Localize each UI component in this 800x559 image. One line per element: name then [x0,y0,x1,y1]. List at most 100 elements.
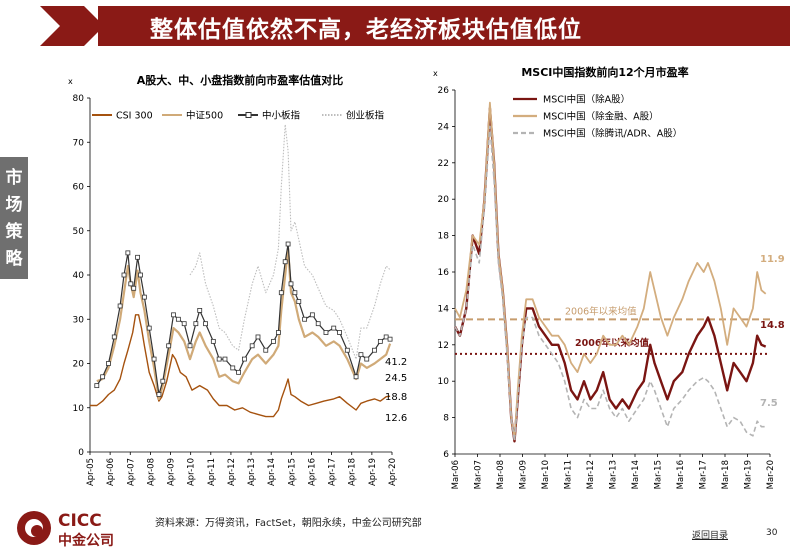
series-marker [128,281,134,287]
y-tick-label: 50 [73,227,85,237]
series-marker [263,347,269,353]
x-tick-label: Mar-10 [541,460,551,489]
series-marker [364,356,370,362]
x-tick-label: Mar-20 [766,460,776,489]
y-tick-label: 40 [73,271,85,281]
series-marker [131,285,137,291]
series-line [96,247,392,400]
series-marker [241,356,247,362]
series-marker [160,378,166,384]
series-marker [193,321,199,327]
end-value-label: 14.8 [760,320,785,331]
series-marker [288,281,294,287]
source-note: 资料来源：万得资讯，FactSet，朝阳永续，中金公司研究部 [155,518,422,529]
series-marker [121,272,127,278]
series-marker [271,338,276,344]
y-axis-unit: x [433,69,438,78]
chart-title: MSCI中国指数前向12个月市盈率 [521,65,688,79]
series-marker [282,259,288,265]
series-marker [146,325,152,331]
y-tick-label: 30 [73,315,85,325]
end-value-label: 24.5 [385,373,407,384]
series-marker [171,312,176,318]
y-tick-label: 70 [73,138,85,148]
svg-text:中金公司: 中金公司 [58,532,114,549]
series-marker [358,352,364,358]
series-marker [383,334,389,340]
x-tick-label: Mar-14 [631,460,641,489]
x-tick-label: Mar-08 [496,460,506,489]
series-line [454,101,767,441]
series-marker [187,343,193,349]
end-value-label: 7.5 [760,398,778,409]
series-marker [337,330,342,335]
x-tick-label: Apr-19 [368,458,378,486]
series-line [454,125,766,443]
series-marker [175,316,181,322]
x-tick-label: Apr-15 [287,458,297,486]
reference-line-label: 2006年以来均值 [575,337,649,349]
page-title: 整体估值依然不高，老经济板块估值低位 [150,17,582,43]
side-tab-label: 市场策略 [5,168,23,269]
x-tick-label: Apr-11 [207,458,217,486]
series-marker [236,369,241,375]
x-tick-label: Mar-19 [744,460,754,489]
end-value-label: 12.6 [385,413,407,424]
series-marker [296,299,302,304]
series-marker [117,303,123,309]
x-tick-label: Apr-20 [388,458,398,486]
y-tick-label: 10 [73,404,85,414]
x-tick-label: Mar-06 [451,460,461,489]
series-marker [100,374,106,380]
series-marker [372,347,377,353]
legend-label: 中小板指 [262,110,301,122]
series-marker [309,312,315,318]
y-tick-label: 18 [438,232,450,242]
series-marker [181,321,187,327]
series-marker [106,361,111,366]
series-marker [323,330,329,335]
series-marker [353,374,359,380]
x-tick-label: Mar-18 [721,460,731,489]
x-tick-label: Apr-10 [187,458,197,486]
back-to-contents-link[interactable]: 返回目录 [692,531,729,541]
series-marker [210,338,216,344]
chart-title: A股大、中、小盘指数前向市盈率估值对比 [137,73,344,87]
legend-label: MSCI中国（除A股） [543,94,630,106]
y-tick-label: 14 [438,304,450,314]
reference-line-label: 2006年以来均值 [565,305,637,317]
series-marker [255,334,261,340]
x-tick-label: Apr-06 [106,458,116,486]
header-bar [98,6,790,46]
y-tick-label: 20 [73,360,85,370]
x-tick-label: Apr-05 [86,458,96,486]
series-marker [292,290,298,296]
series-marker [230,365,236,371]
x-tick-label: Apr-18 [348,458,358,486]
series-marker [249,343,255,349]
legend-label: 创业板指 [346,110,385,122]
x-tick-label: Apr-17 [328,458,338,486]
y-tick-label: 26 [438,86,450,96]
end-value-label: 18.8 [385,392,407,403]
x-tick-label: Mar-17 [699,460,709,489]
side-tab [0,157,28,279]
series-marker [216,356,222,362]
series-marker [203,321,208,327]
x-tick-label: Mar-07 [474,460,484,489]
series-marker [387,336,393,342]
svg-text:CICC: CICC [58,511,102,531]
y-tick-label: 20 [438,195,450,205]
series-marker [135,254,140,260]
y-tick-label: 8 [443,414,449,424]
series-marker [156,392,162,397]
series-marker [94,383,100,389]
cicc-logo: CICC 中金公司 [17,511,114,549]
x-tick-label: Apr-09 [167,458,177,486]
series-marker [344,347,350,353]
series-marker [377,338,383,344]
x-tick-label: Apr-14 [267,458,277,486]
series-marker [141,294,147,300]
series-marker [138,272,143,278]
